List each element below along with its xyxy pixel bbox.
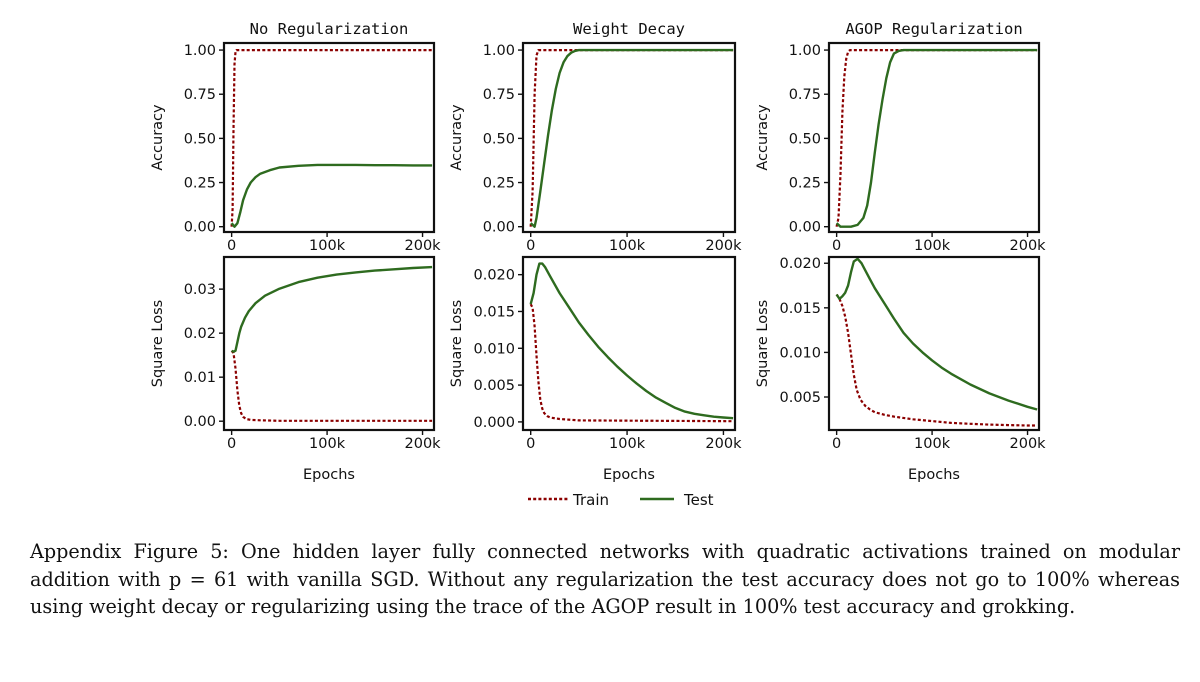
series-line-train <box>230 350 433 422</box>
x-tick-label: 0 <box>526 436 535 452</box>
legend-test-label: Test <box>683 491 714 509</box>
chart-panel-6: 0 100k 200k 0.005 0.010 0.015 0.020 Square Loss… <box>755 255 1047 483</box>
y-tick-label: 0.015 <box>779 301 821 317</box>
y-tick-label: 1.00 <box>789 43 821 59</box>
series-line-train <box>835 48 1038 227</box>
y-axis-label: Accuracy <box>150 104 166 171</box>
series-line-test <box>529 48 734 228</box>
x-axis-label: Epochs <box>303 467 355 483</box>
y-tick-label: 0.75 <box>789 87 821 103</box>
plot-frame <box>827 41 1041 234</box>
chart-panel-2: 0 100k 200k 0.00 0.25 0.50 0.75 1.00 Weight Deca… <box>449 20 742 254</box>
y-tick-label: 0.00 <box>184 220 216 236</box>
y-tick-label: 1.00 <box>483 43 515 59</box>
legend-train-label: Train <box>572 491 609 509</box>
y-tick-label: 0.015 <box>473 304 515 320</box>
series-line-test <box>230 163 433 228</box>
chart-panels: 0 100k 200k 0.00 0.25 0.50 0.75 1.00 No Regulari… <box>150 20 1046 483</box>
series-line-test <box>231 265 433 353</box>
x-tick-label: 100k <box>309 436 346 452</box>
y-axis-label: Square Loss <box>449 300 465 387</box>
y-tick-label: 0.005 <box>473 378 515 394</box>
x-tick-label: 0 <box>227 238 236 254</box>
x-tick-label: 0 <box>832 436 841 452</box>
plot-frame <box>827 255 1041 432</box>
x-tick-label: 200k <box>405 238 442 254</box>
x-tick-label: 100k <box>609 436 646 452</box>
chart-panel-3: 0 100k 200k 0.00 0.25 0.50 0.75 1.00 AGOP Regula… <box>755 20 1046 254</box>
y-axis-label: Square Loss <box>755 300 771 387</box>
legend: Train Test <box>528 491 714 509</box>
figure-canvas: 0 100k 200k 0.00 0.25 0.50 0.75 1.00 No Regulari… <box>150 20 1046 509</box>
x-tick-label: 200k <box>405 436 442 452</box>
series-line-test <box>835 257 1038 411</box>
x-tick-label: 100k <box>914 238 951 254</box>
y-tick-label: 0.010 <box>779 345 821 361</box>
y-tick-label: 0.00 <box>789 220 821 236</box>
y-tick-label: 0.50 <box>789 131 821 147</box>
series-line-test <box>529 262 734 420</box>
y-tick-label: 0.02 <box>184 326 216 342</box>
y-axis-label: Square Loss <box>150 300 166 387</box>
y-tick-label: 0.000 <box>473 415 515 431</box>
y-tick-label: 0.50 <box>483 131 515 147</box>
y-tick-label: 0.25 <box>184 176 216 192</box>
y-tick-label: 0.03 <box>184 282 216 298</box>
series-line-train <box>835 293 1038 427</box>
x-tick-label: 0 <box>832 238 841 254</box>
x-tick-label: 0 <box>227 436 236 452</box>
x-tick-label: 0 <box>526 238 535 254</box>
series-line-train <box>529 48 734 227</box>
y-tick-label: 0.010 <box>473 341 515 357</box>
chart-panel-1: 0 100k 200k 0.00 0.25 0.50 0.75 1.00 No Regulari… <box>150 20 441 254</box>
chart-title: Weight Decay <box>573 20 685 38</box>
series-line-train <box>230 48 433 227</box>
y-tick-label: 0.005 <box>779 390 821 406</box>
chart-title: No Regularization <box>250 20 409 38</box>
chart-title: AGOP Regularization <box>845 20 1022 38</box>
x-tick-label: 100k <box>309 238 346 254</box>
plot-frame <box>222 255 436 432</box>
plot-frame <box>521 41 737 234</box>
x-axis-label: Epochs <box>908 467 960 483</box>
x-axis-label: Epochs <box>603 467 655 483</box>
y-tick-label: 0.25 <box>789 176 821 192</box>
y-tick-label: 0.50 <box>184 131 216 147</box>
figure-caption: Appendix Figure 5: One hidden layer full… <box>30 540 1180 618</box>
y-axis-label: Accuracy <box>755 104 771 171</box>
y-tick-label: 0.020 <box>779 256 821 272</box>
y-tick-label: 0.00 <box>184 414 216 430</box>
plot-frame <box>521 255 737 432</box>
x-tick-label: 200k <box>1010 436 1047 452</box>
x-tick-label: 200k <box>1010 238 1047 254</box>
y-tick-label: 0.020 <box>473 268 515 284</box>
y-tick-label: 1.00 <box>184 43 216 59</box>
y-tick-label: 0.25 <box>483 176 515 192</box>
chart-panel-4: 0 100k 200k 0.00 0.01 0.02 0.03 Square Loss Epoc… <box>150 255 442 483</box>
y-tick-label: 0.01 <box>184 370 216 386</box>
x-tick-label: 200k <box>705 238 742 254</box>
y-axis-label: Accuracy <box>449 104 465 171</box>
series-line-train <box>529 303 734 423</box>
y-tick-label: 0.75 <box>184 87 216 103</box>
series-line-test <box>835 48 1038 228</box>
x-tick-label: 100k <box>609 238 646 254</box>
x-tick-label: 200k <box>705 436 742 452</box>
chart-panel-5: 0 100k 200k 0.000 0.005 0.010 0.015 0.020 Square… <box>449 255 742 483</box>
y-tick-label: 0.75 <box>483 87 515 103</box>
y-tick-label: 0.00 <box>483 220 515 236</box>
plot-frame <box>222 41 436 234</box>
x-tick-label: 100k <box>914 436 951 452</box>
